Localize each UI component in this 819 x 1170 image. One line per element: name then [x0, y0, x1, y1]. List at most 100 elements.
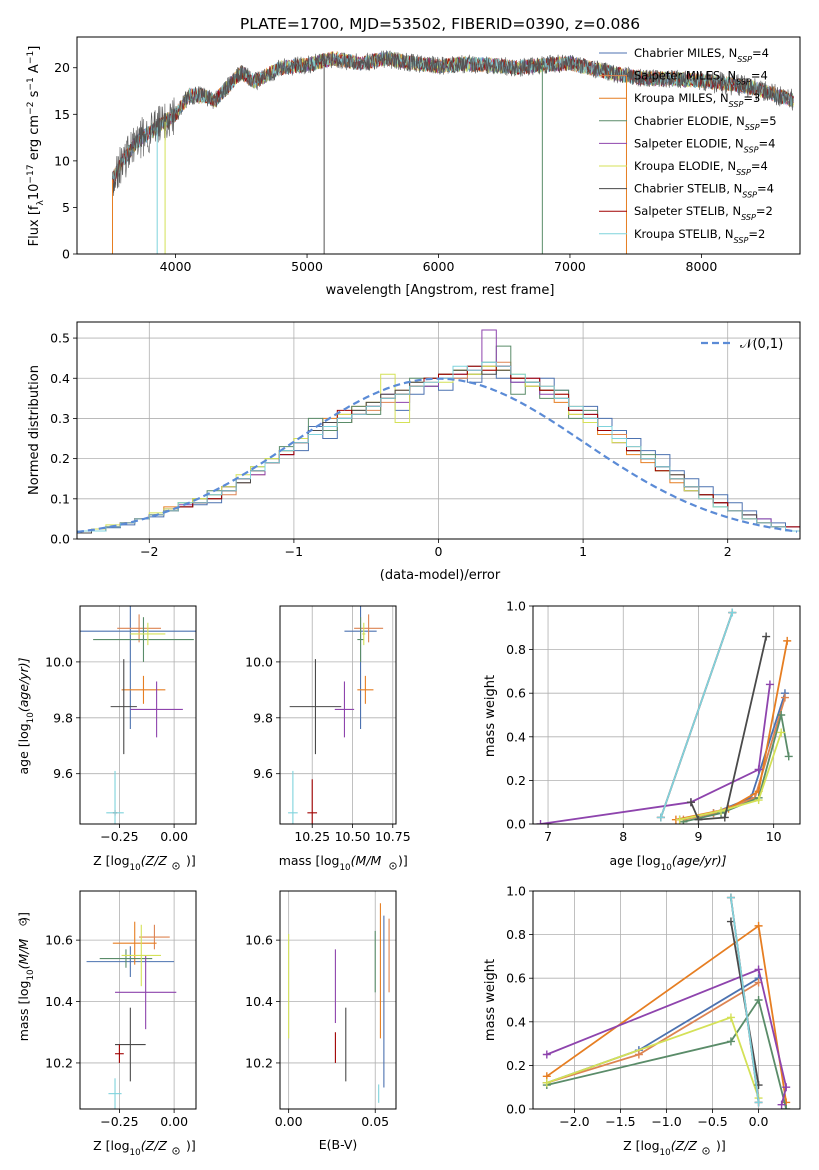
plot-area: [288, 903, 390, 1103]
y-tick-label: 0.6: [506, 971, 526, 986]
y-axis-label: Flux [fλ10−17 erg cm−2 s−1 A−1]: [26, 46, 46, 247]
y-tick-label: 10: [54, 153, 70, 168]
x-tick-label: 8000: [686, 259, 718, 274]
mass-weight-marker: [754, 796, 763, 805]
x-axis-label-end: )]: [398, 853, 408, 868]
y-tick-label: 10.4: [45, 994, 73, 1009]
y-tick-label: 10.0: [245, 654, 273, 669]
y-tick-label: 0.2: [50, 451, 70, 466]
y-tick-label: 0.3: [50, 411, 70, 426]
mass-weight-marker: [782, 1083, 791, 1092]
sun-symbol-dot: [705, 1150, 707, 1152]
y-tick-label: 0.0: [506, 817, 526, 832]
sun-symbol-dot: [175, 865, 177, 867]
sun-symbol-dot: [392, 865, 394, 867]
sun-symbol: [702, 1147, 710, 1155]
y-tick-label: 0.8: [506, 642, 526, 657]
subplot-0: 4000 5000 6000 7000 8000 0 5 10 15 20 PLATE=1700, …: [26, 15, 801, 298]
mass-weight-marker: [754, 765, 763, 774]
mass-weight-marker: [720, 813, 729, 822]
sun-symbol: [389, 862, 397, 870]
x-tick-label: 10.50: [335, 829, 371, 844]
legend-entry: Chabrier STELIB, NSSP=4: [634, 182, 774, 200]
legend-entry: Salpeter ELODIE, NSSP=4: [634, 136, 775, 154]
x-tick-label: 10.75: [375, 829, 411, 844]
y-tick-label: 9.6: [53, 766, 73, 781]
x-tick-label: −0.25: [100, 1114, 138, 1129]
mass-weight-marker: [754, 921, 763, 930]
mass-weight-line: [540, 684, 771, 824]
y-tick-label: 15: [54, 107, 70, 122]
y-tick-label: 1.0: [506, 599, 526, 614]
x-tick-label: −1: [285, 544, 303, 559]
y-tick-label: 10.6: [245, 933, 273, 948]
sun-symbol: [19, 918, 27, 926]
mass-weight-marker: [765, 680, 774, 689]
y-tick-label: 0.0: [506, 1102, 526, 1117]
x-tick-label: 4000: [160, 259, 192, 274]
y-tick-label: 9.6: [253, 766, 273, 781]
mass-weight-marker: [762, 632, 771, 641]
plot-area: [80, 606, 196, 824]
x-tick-label: 0.0: [749, 1114, 769, 1129]
y-axis-label: mass weight: [483, 675, 498, 757]
x-tick-label: −2: [140, 544, 158, 559]
x-axis-label: mass [log10(M/M: [279, 853, 382, 873]
x-axis-label: wavelength [Angstrom, rest frame]: [326, 283, 555, 298]
x-tick-label: 7000: [554, 259, 586, 274]
y-tick-label: 9.8: [253, 710, 273, 725]
x-tick-label: 0.00: [160, 1114, 188, 1129]
plot-area: [542, 893, 791, 1109]
mass-weight-marker: [686, 798, 695, 807]
plot-area: [536, 608, 793, 824]
axes-frame: [532, 605, 801, 825]
sun-symbol: [172, 1147, 180, 1155]
x-tick-label: 2: [724, 544, 732, 559]
y-tick-label: 0.0: [50, 532, 70, 547]
mass-weight-marker: [780, 693, 789, 702]
y-tick-label: 0.6: [506, 686, 526, 701]
x-tick-label: −1.5: [605, 1114, 635, 1129]
legend-entry: Chabrier MILES, NSSP=4: [634, 46, 769, 64]
mass-weight-marker: [777, 711, 786, 719]
y-tick-label: 0.2: [506, 1058, 526, 1073]
y-tick-label: 0: [62, 247, 70, 262]
legend: Chabrier MILES, NSSP=4 Salpeter MILES, NS…: [599, 46, 777, 244]
y-tick-label: 10.4: [245, 994, 273, 1009]
y-axis-label: Normed distribution: [27, 365, 42, 495]
axes-frame: [79, 605, 197, 825]
plot-area: [288, 606, 384, 824]
histogram-series: [77, 365, 800, 534]
sun-symbol: [172, 862, 180, 870]
x-tick-label: −0.5: [697, 1114, 727, 1129]
mass-weight-marker: [782, 1105, 791, 1109]
subplot-4: 7 8 9 10 0.0 0.2 0.4 0.6 0.8 1.0 age [log10(age/yr…: [483, 599, 801, 873]
mass-weight-marker: [777, 1100, 786, 1109]
subplot-7: −2.0 −1.5 −1.0 −0.5 0.0 0.0 0.2 0.4 0.6 0.8 1.0 Z […: [483, 884, 801, 1158]
x-tick-label: 9: [694, 829, 702, 844]
histogram-series: [77, 361, 800, 532]
sun-symbol-dot: [22, 921, 24, 923]
axes-frame: [79, 890, 197, 1110]
y-axis-label: age [log10(age/yr)]: [16, 657, 36, 774]
mass-weight-marker: [656, 813, 665, 822]
y-tick-label: 10.6: [45, 933, 73, 948]
mass-weight-marker: [777, 728, 786, 737]
y-tick-label: 9.8: [53, 710, 73, 725]
y-tick-label: 10.2: [245, 1055, 273, 1070]
x-axis-label: Z [log10(Z/Z: [93, 853, 167, 873]
subplot-1: −2 −1 0 1 2 0.0 0.1 0.2 0.3 0.4 0.5 (data-model)/er…: [27, 321, 801, 583]
chart-title: PLATE=1700, MJD=53502, FIBERID=0390, z=0…: [240, 15, 640, 33]
x-tick-label: 10: [766, 829, 782, 844]
x-tick-label: −2.0: [559, 1114, 589, 1129]
legend-entry: 𝒩(0,1): [740, 337, 783, 352]
subplot-6: 0.00 0.05 10.2 10.4 10.6 E(B-V): [245, 890, 397, 1152]
mass-weight-marker: [542, 1078, 551, 1087]
normal-curve: [77, 377, 798, 534]
x-axis-label: age [log10(age/yr)]: [609, 853, 726, 873]
sun-symbol-dot: [175, 1150, 177, 1152]
x-axis-label: E(B-V): [319, 1137, 358, 1152]
x-axis-label-end: )]: [186, 853, 196, 868]
plot-area: [111, 50, 794, 254]
mass-weight-marker: [536, 820, 545, 824]
